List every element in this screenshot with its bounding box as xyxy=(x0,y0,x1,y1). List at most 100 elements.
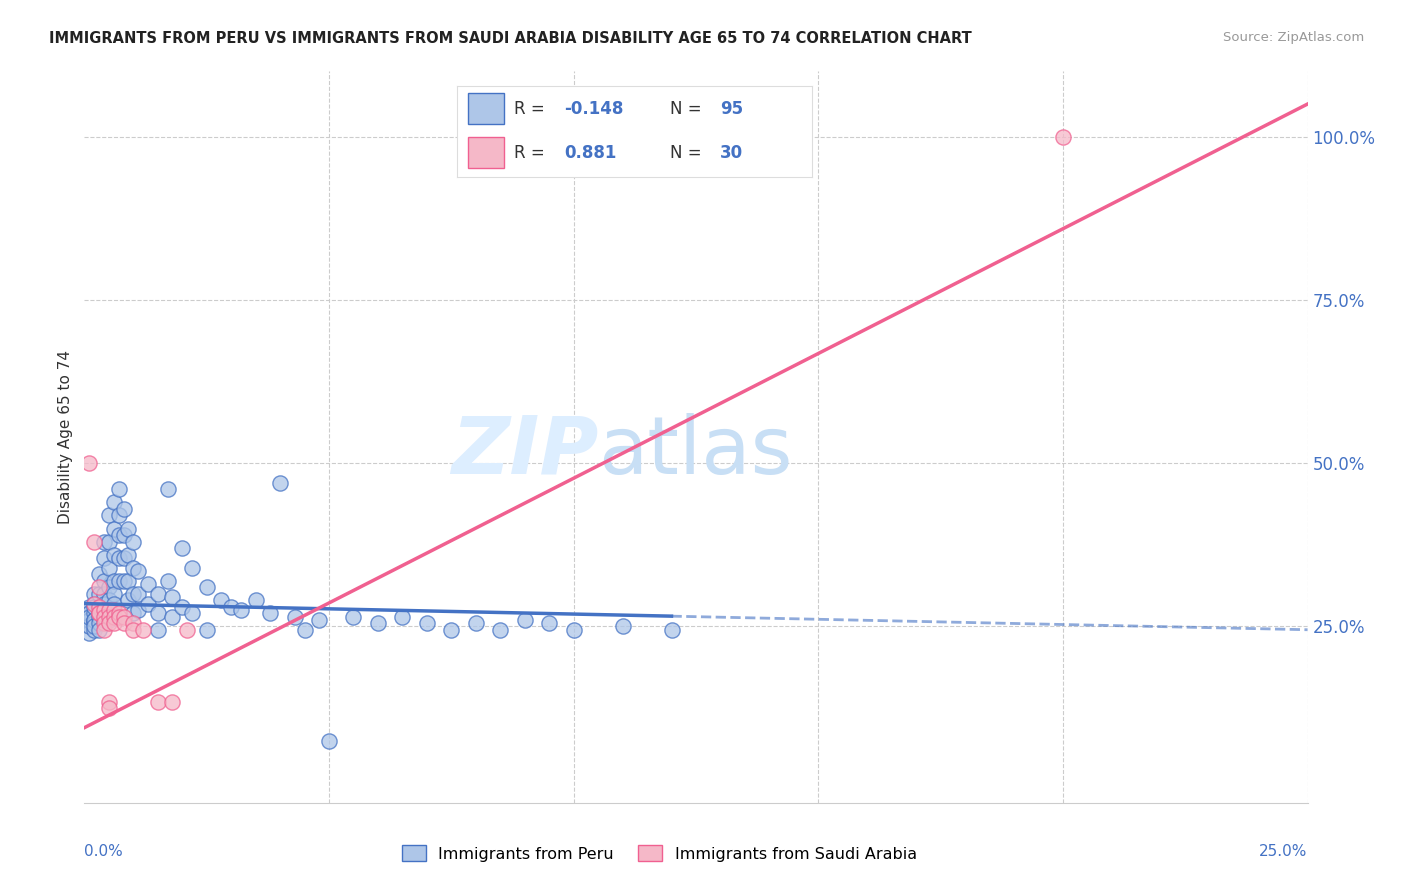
Point xyxy=(83,587,105,601)
Point xyxy=(97,534,120,549)
Point xyxy=(87,607,110,621)
Point xyxy=(107,574,129,588)
Point xyxy=(97,695,120,709)
Point xyxy=(87,599,110,614)
Point xyxy=(513,613,536,627)
Point xyxy=(136,597,159,611)
Point xyxy=(156,574,179,588)
Point xyxy=(112,574,135,588)
Point xyxy=(172,599,194,614)
Point xyxy=(103,495,125,509)
Point xyxy=(112,616,135,631)
Point xyxy=(162,695,184,709)
Point xyxy=(146,623,169,637)
Point xyxy=(112,550,135,565)
Point xyxy=(93,574,115,588)
Point xyxy=(77,613,100,627)
Point xyxy=(162,609,184,624)
Point xyxy=(162,590,184,604)
Point xyxy=(294,623,316,637)
Point xyxy=(122,560,145,574)
Point xyxy=(308,613,330,627)
Point xyxy=(195,580,218,594)
Point xyxy=(93,587,115,601)
Point xyxy=(172,541,194,555)
Point xyxy=(107,528,129,542)
Point xyxy=(132,623,155,637)
Point xyxy=(107,508,129,523)
Point xyxy=(87,580,110,594)
Point xyxy=(122,534,145,549)
Point xyxy=(136,577,159,591)
Point xyxy=(87,599,110,614)
Point xyxy=(367,616,389,631)
Point xyxy=(107,483,129,497)
Point xyxy=(176,623,198,637)
Point xyxy=(83,623,105,637)
Point xyxy=(122,616,145,631)
Point xyxy=(87,567,110,582)
Point xyxy=(93,616,115,631)
Point xyxy=(83,597,105,611)
Point xyxy=(77,599,100,614)
Point xyxy=(342,609,364,624)
Point xyxy=(87,609,110,624)
Point xyxy=(112,502,135,516)
Point xyxy=(259,607,281,621)
Point xyxy=(97,580,120,594)
Point xyxy=(146,695,169,709)
Point xyxy=(83,534,105,549)
Point xyxy=(464,616,486,631)
Text: atlas: atlas xyxy=(598,413,793,491)
Point xyxy=(103,521,125,535)
Point xyxy=(440,623,463,637)
Point xyxy=(156,483,179,497)
Point xyxy=(107,550,129,565)
Text: IMMIGRANTS FROM PERU VS IMMIGRANTS FROM SAUDI ARABIA DISABILITY AGE 65 TO 74 COR: IMMIGRANTS FROM PERU VS IMMIGRANTS FROM … xyxy=(49,31,972,46)
Point xyxy=(146,607,169,621)
Point xyxy=(318,733,340,747)
Point xyxy=(107,607,129,621)
Point xyxy=(117,593,139,607)
Point xyxy=(83,607,105,621)
Point xyxy=(117,574,139,588)
Point xyxy=(77,607,100,621)
Point xyxy=(269,475,291,490)
Point xyxy=(97,613,120,627)
Point xyxy=(612,619,634,633)
Point xyxy=(284,609,307,624)
Point xyxy=(103,609,125,624)
Point xyxy=(97,701,120,715)
Point xyxy=(97,603,120,617)
Point xyxy=(122,607,145,621)
Point xyxy=(97,609,120,624)
Point xyxy=(77,456,100,470)
Point xyxy=(538,616,561,631)
Point xyxy=(83,599,105,614)
Point xyxy=(83,613,105,627)
Point xyxy=(122,587,145,601)
Point xyxy=(219,599,242,614)
Point xyxy=(146,587,169,601)
Point xyxy=(562,623,585,637)
Point xyxy=(87,607,110,621)
Legend: Immigrants from Peru, Immigrants from Saudi Arabia: Immigrants from Peru, Immigrants from Sa… xyxy=(395,838,924,868)
Text: Source: ZipAtlas.com: Source: ZipAtlas.com xyxy=(1223,31,1364,45)
Point xyxy=(181,607,204,621)
Point xyxy=(181,560,204,574)
Point xyxy=(122,623,145,637)
Point xyxy=(97,508,120,523)
Point xyxy=(107,609,129,624)
Point xyxy=(1052,129,1074,144)
Point xyxy=(127,564,149,578)
Point xyxy=(93,607,115,621)
Point xyxy=(103,616,125,631)
Point xyxy=(93,534,115,549)
Point xyxy=(112,528,135,542)
Text: 25.0%: 25.0% xyxy=(1260,845,1308,860)
Point xyxy=(97,603,120,617)
Point xyxy=(97,560,120,574)
Point xyxy=(93,623,115,637)
Point xyxy=(93,603,115,617)
Point xyxy=(87,623,110,637)
